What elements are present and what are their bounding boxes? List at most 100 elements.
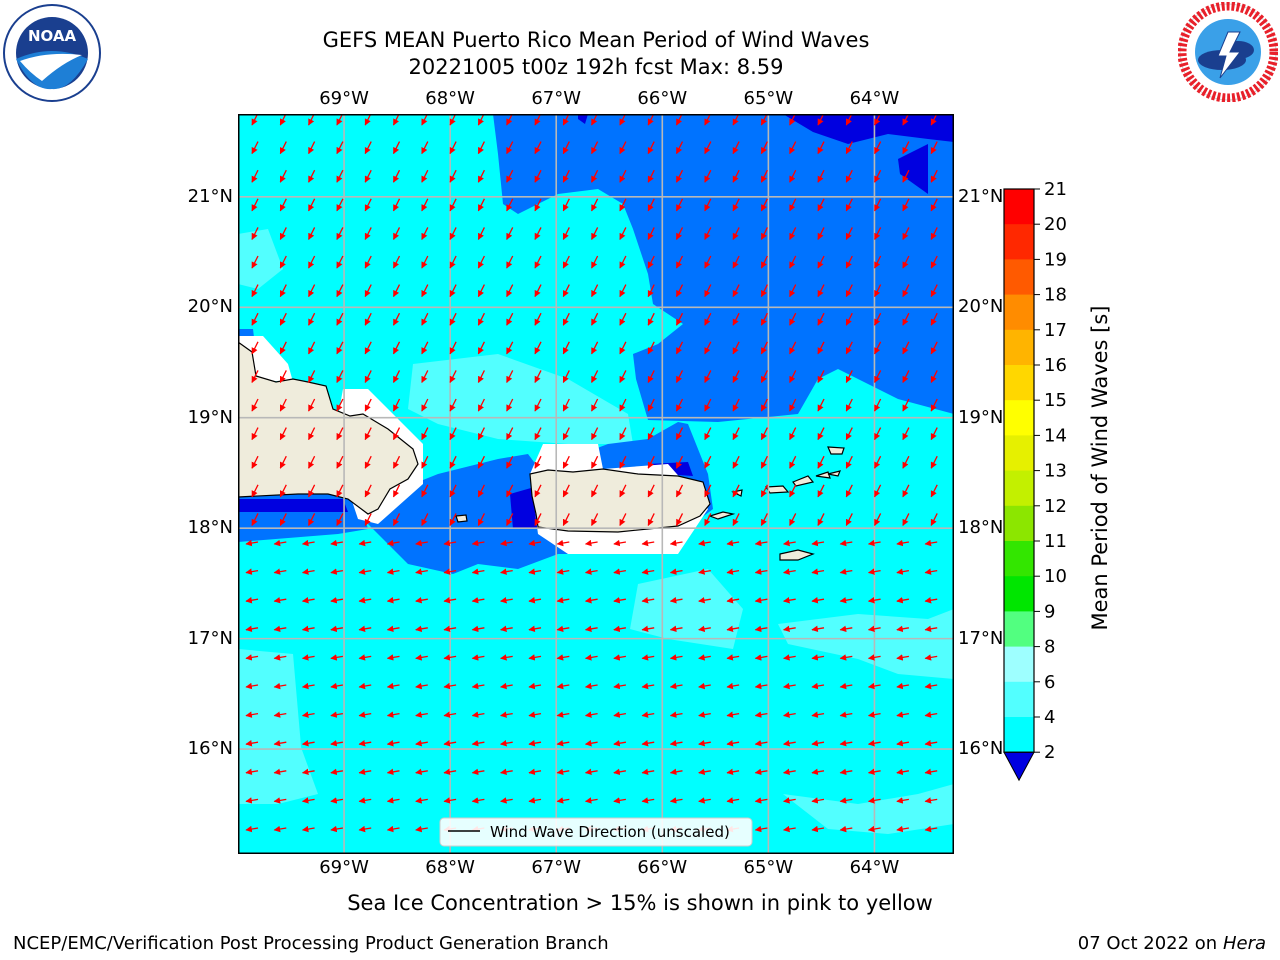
wind-arrow <box>874 169 882 183</box>
legend-label: Wind Wave Direction (unscaled) <box>490 823 730 841</box>
wind-arrow <box>301 597 315 604</box>
wind-arrow <box>251 312 259 326</box>
wind-arrow <box>330 740 344 747</box>
wind-arrow <box>641 797 655 804</box>
wind-arrow <box>839 597 853 604</box>
wind-arrow <box>675 370 684 383</box>
wind-arrow <box>930 255 938 269</box>
wind-arrow <box>245 539 259 547</box>
wind-arrow <box>386 568 400 575</box>
wind-arrow <box>732 141 740 155</box>
wind-arrow <box>336 169 344 183</box>
colorbar-tick-label: 12 <box>1044 496 1067 517</box>
wind-arrow <box>449 398 457 412</box>
wind-arrow <box>811 597 825 604</box>
wind-arrow <box>754 825 768 833</box>
wind-arrow <box>641 654 655 661</box>
wind-arrow <box>245 825 259 833</box>
wind-arrow <box>754 654 768 661</box>
wind-arrow <box>817 198 825 212</box>
wind-arrow <box>591 370 599 383</box>
wind-arrow <box>308 455 316 469</box>
wind-arrow <box>760 198 768 212</box>
wind-arrow <box>500 654 513 661</box>
wind-arrow <box>251 341 259 355</box>
legend-box[interactable] <box>439 817 753 847</box>
wind-arrow <box>392 455 401 469</box>
colorbar-cell <box>1004 646 1034 683</box>
wind-arrow <box>591 513 599 526</box>
wind-arrow <box>421 141 429 155</box>
wind-arrow <box>506 198 514 212</box>
wind-arrow <box>839 539 853 547</box>
wind-arrow <box>336 227 344 240</box>
wind-arrow <box>443 797 457 804</box>
lon-label-bottom: 67°W <box>531 857 582 878</box>
wind-arrow <box>726 597 740 604</box>
colorbar-tick-label: 21 <box>1044 179 1067 200</box>
map-panel: Wind Wave Direction (unscaled) <box>238 114 954 854</box>
wind-arrow <box>732 312 740 326</box>
wind-arrow <box>704 398 712 412</box>
wind-arrow <box>783 654 796 661</box>
anegada <box>827 470 841 477</box>
wind-arrow <box>477 169 485 183</box>
wind-arrow <box>647 312 655 326</box>
wind-arrow <box>930 141 938 155</box>
colorbar-tick-label: 17 <box>1044 320 1067 341</box>
wind-arrow <box>754 539 768 547</box>
wind-arrow <box>556 797 570 804</box>
wind-arrow <box>506 312 514 326</box>
wind-arrow <box>415 682 428 690</box>
wind-arrow <box>641 682 655 690</box>
wind-arrow <box>471 740 485 747</box>
wind-arrow <box>817 284 825 298</box>
wind-arrow <box>902 341 910 355</box>
colorbar-cell <box>1004 224 1034 260</box>
wind-arrow <box>641 568 655 575</box>
wind-arrow <box>534 370 542 383</box>
lat-label-left: 19°N <box>187 406 233 428</box>
wind-arrow <box>301 768 315 776</box>
wind-arrow <box>386 597 400 604</box>
wind-arrow <box>358 768 372 776</box>
wind-arrow <box>584 654 598 661</box>
wind-arrow <box>704 312 712 326</box>
footer-machine: Hera <box>1222 933 1266 954</box>
wind-arrow <box>732 484 740 498</box>
wind-arrow <box>421 255 429 269</box>
wind-arrow <box>811 711 825 718</box>
wind-arrow <box>421 370 429 383</box>
wind-arrow <box>924 711 938 718</box>
wind-arrow <box>675 255 684 269</box>
wind-arrow <box>789 198 797 212</box>
wind-arrow <box>874 370 882 383</box>
wind-arrow <box>789 284 797 298</box>
wind-arrow <box>760 398 768 412</box>
wind-arrow <box>273 768 287 776</box>
wind-arrow <box>279 427 287 441</box>
wind-arrow <box>591 341 599 355</box>
wind-arrow <box>704 484 712 498</box>
wind-arrow <box>726 654 740 661</box>
wind-arrow <box>817 227 825 240</box>
lat-label-left: 21°N <box>187 185 233 207</box>
wind-arrow <box>698 539 711 547</box>
wind-arrow <box>704 341 712 355</box>
wind-arrow <box>698 797 711 804</box>
wind-arrow <box>528 682 542 690</box>
lon-label-top: 67°W <box>531 88 582 109</box>
wind-arrow <box>902 198 910 212</box>
wind-arrow <box>534 484 542 498</box>
wind-arrow <box>754 625 768 633</box>
wind-arrow <box>562 427 570 441</box>
wind-arrow <box>471 797 485 804</box>
wind-arrow <box>613 654 627 661</box>
wind-arrow <box>704 227 712 240</box>
wind-arrow <box>308 484 316 498</box>
wind-arrow <box>386 682 400 690</box>
wind-arrow <box>902 312 910 326</box>
footer-date: 07 Oct 2022 on Hera <box>1078 933 1266 954</box>
wind-arrow <box>726 740 740 747</box>
footer-date-text: 07 Oct 2022 on <box>1077 933 1223 954</box>
